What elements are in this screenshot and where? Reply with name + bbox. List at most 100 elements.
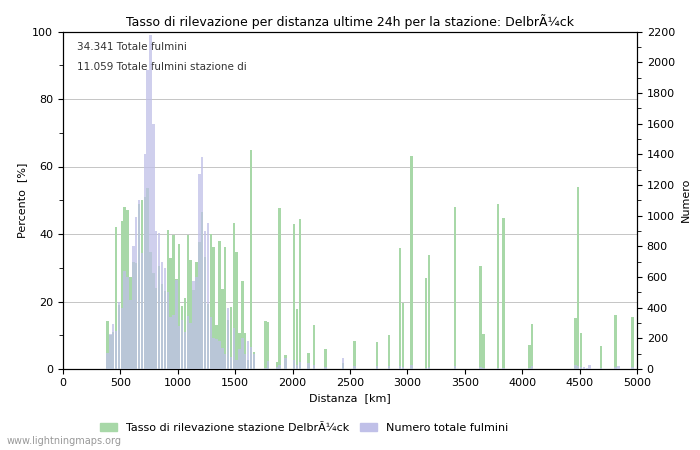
Bar xyxy=(531,366,533,369)
Bar xyxy=(293,224,295,369)
Bar xyxy=(118,302,120,369)
Bar xyxy=(496,204,499,369)
Bar xyxy=(187,235,189,369)
Bar xyxy=(425,278,427,369)
Bar xyxy=(600,346,602,369)
Bar xyxy=(264,321,267,369)
Bar xyxy=(531,324,533,369)
Bar xyxy=(313,365,315,369)
Bar xyxy=(161,284,163,369)
Bar xyxy=(216,339,218,369)
Bar xyxy=(528,368,531,369)
Bar xyxy=(227,308,229,369)
Bar xyxy=(218,342,220,369)
Bar xyxy=(503,218,505,369)
Bar xyxy=(353,366,356,369)
Bar xyxy=(295,309,298,369)
Bar xyxy=(600,368,602,369)
Text: 34.341 Totale fulmini: 34.341 Totale fulmini xyxy=(77,42,187,52)
Bar xyxy=(264,368,267,369)
Bar xyxy=(201,212,204,369)
Bar xyxy=(267,323,270,369)
Bar xyxy=(244,333,246,369)
Bar xyxy=(167,292,169,369)
Bar xyxy=(582,367,585,369)
Bar xyxy=(149,252,152,369)
Bar xyxy=(342,364,344,369)
Bar xyxy=(376,342,379,369)
Bar xyxy=(204,257,206,369)
Bar xyxy=(132,262,134,369)
Bar xyxy=(106,353,108,369)
Bar xyxy=(574,364,577,369)
Y-axis label: Numero: Numero xyxy=(680,178,690,222)
Bar xyxy=(152,124,155,369)
Bar xyxy=(428,255,430,369)
Bar xyxy=(528,345,531,369)
Bar xyxy=(120,220,123,369)
Bar xyxy=(250,347,252,369)
Bar xyxy=(402,303,405,369)
Bar xyxy=(496,368,499,369)
Bar xyxy=(299,362,301,369)
Bar xyxy=(195,262,197,369)
Bar xyxy=(353,341,356,369)
Bar xyxy=(181,320,183,369)
Bar xyxy=(454,207,456,369)
Bar xyxy=(141,253,143,369)
Bar xyxy=(112,333,114,369)
Bar xyxy=(112,324,114,369)
Bar xyxy=(209,317,212,369)
Bar xyxy=(193,281,195,369)
Bar xyxy=(276,362,278,369)
Bar xyxy=(410,156,413,369)
Bar xyxy=(146,70,149,369)
Bar xyxy=(164,268,166,369)
Bar xyxy=(149,35,152,369)
Bar xyxy=(253,354,255,369)
Bar xyxy=(213,247,215,369)
Bar xyxy=(198,242,200,369)
X-axis label: Distanza  [km]: Distanza [km] xyxy=(309,394,391,404)
Bar xyxy=(127,277,129,369)
Bar xyxy=(224,354,226,369)
Bar xyxy=(172,235,175,369)
Bar xyxy=(138,200,140,369)
Text: 11.059 Totale fulmini stazione di: 11.059 Totale fulmini stazione di xyxy=(77,62,247,72)
Bar xyxy=(454,366,456,369)
Bar xyxy=(155,288,158,369)
Bar xyxy=(141,200,143,369)
Bar xyxy=(127,210,129,369)
Bar xyxy=(284,358,286,369)
Bar xyxy=(580,333,582,369)
Bar xyxy=(144,197,146,369)
Bar xyxy=(209,234,212,369)
Bar xyxy=(123,271,126,369)
Bar xyxy=(206,224,209,369)
Bar xyxy=(213,338,215,369)
Bar xyxy=(169,317,172,369)
Bar xyxy=(279,208,281,369)
Bar xyxy=(238,333,241,369)
Bar xyxy=(120,308,123,369)
Bar xyxy=(184,298,186,369)
Bar xyxy=(238,349,241,369)
Bar xyxy=(190,260,192,369)
Bar xyxy=(221,348,223,369)
Bar xyxy=(130,277,132,369)
Bar xyxy=(115,331,118,369)
Bar xyxy=(175,279,178,369)
Bar xyxy=(221,289,223,369)
Bar xyxy=(224,247,226,369)
Bar xyxy=(615,367,617,369)
Bar xyxy=(198,174,200,369)
Bar xyxy=(284,355,286,369)
Bar xyxy=(227,320,229,369)
Bar xyxy=(295,364,298,369)
Bar xyxy=(244,355,246,369)
Bar xyxy=(152,273,155,369)
Bar xyxy=(135,263,137,369)
Bar xyxy=(204,231,206,369)
Bar xyxy=(109,335,111,369)
Bar xyxy=(184,332,186,369)
